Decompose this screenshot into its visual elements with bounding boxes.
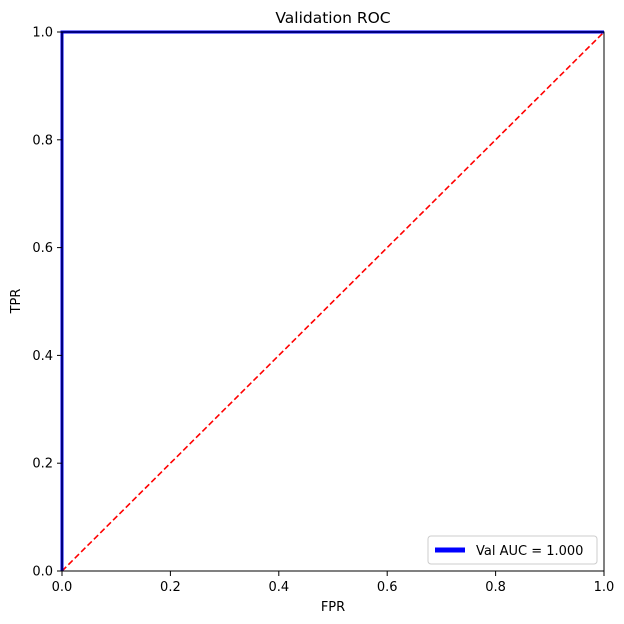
y-axis-label: TPR bbox=[9, 289, 24, 315]
x-tick-label: 0.2 bbox=[160, 580, 181, 595]
x-axis-label: FPR bbox=[321, 600, 345, 615]
x-tick-label: 0.8 bbox=[485, 580, 506, 595]
legend: Val AUC = 1.000 bbox=[427, 535, 598, 565]
series-line-chance bbox=[61, 31, 605, 572]
x-tick-label: 1.0 bbox=[594, 580, 615, 595]
y-tick-label: 0.2 bbox=[32, 457, 53, 472]
y-tick-label: 0.0 bbox=[32, 565, 53, 580]
y-tick-label: 0.4 bbox=[32, 349, 53, 364]
legend-label-val-auc: Val AUC = 1.000 bbox=[476, 544, 583, 559]
x-tick-label: 0.0 bbox=[52, 580, 73, 595]
x-axis-ticks: 0.0 0.2 0.4 0.6 0.8 1.0 bbox=[52, 571, 615, 595]
y-tick-label: 1.0 bbox=[32, 26, 53, 41]
chart-title: Validation ROC bbox=[275, 9, 390, 27]
legend-box bbox=[427, 535, 598, 565]
y-tick-label: 0.6 bbox=[32, 241, 53, 256]
y-axis-ticks: 0.0 0.2 0.4 0.6 0.8 1.0 bbox=[32, 26, 62, 580]
plot-frame bbox=[61, 31, 605, 572]
x-tick-label: 0.6 bbox=[377, 580, 398, 595]
x-tick-label: 0.4 bbox=[268, 580, 289, 595]
y-tick-label: 0.8 bbox=[32, 133, 53, 148]
